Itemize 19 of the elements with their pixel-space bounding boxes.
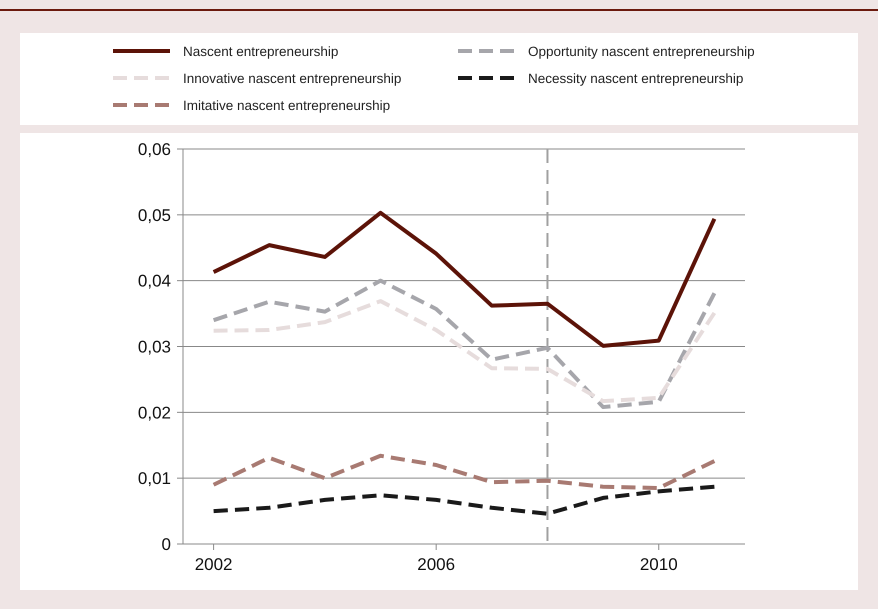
line-series xyxy=(212,299,716,404)
line-series xyxy=(212,210,716,348)
legend-label: Nascent entrepreneurship xyxy=(183,44,338,59)
legend-label: Innovative nascent entrepreneurship xyxy=(183,71,402,86)
line-series xyxy=(212,484,716,516)
y-tick-label: 0,06 xyxy=(138,140,171,159)
legend-label: Imitative nascent entrepreneurship xyxy=(183,98,390,113)
y-tick-label: 0,04 xyxy=(138,272,171,291)
y-tick-label: 0,03 xyxy=(138,338,171,356)
line-series xyxy=(212,454,716,490)
y-tick-label: 0,05 xyxy=(138,206,171,225)
legend-label: Necessity nascent entrepreneurship xyxy=(528,71,744,86)
x-tick-label: 2006 xyxy=(417,555,456,574)
legend-label: Opportunity nascent entrepreneurship xyxy=(528,44,755,59)
y-tick-label: 0 xyxy=(162,535,171,554)
y-tick-label: 0,02 xyxy=(138,403,171,422)
y-tick-label: 0,01 xyxy=(138,469,171,488)
x-tick-label: 2010 xyxy=(640,555,678,574)
x-tick-label: 2002 xyxy=(194,555,233,574)
